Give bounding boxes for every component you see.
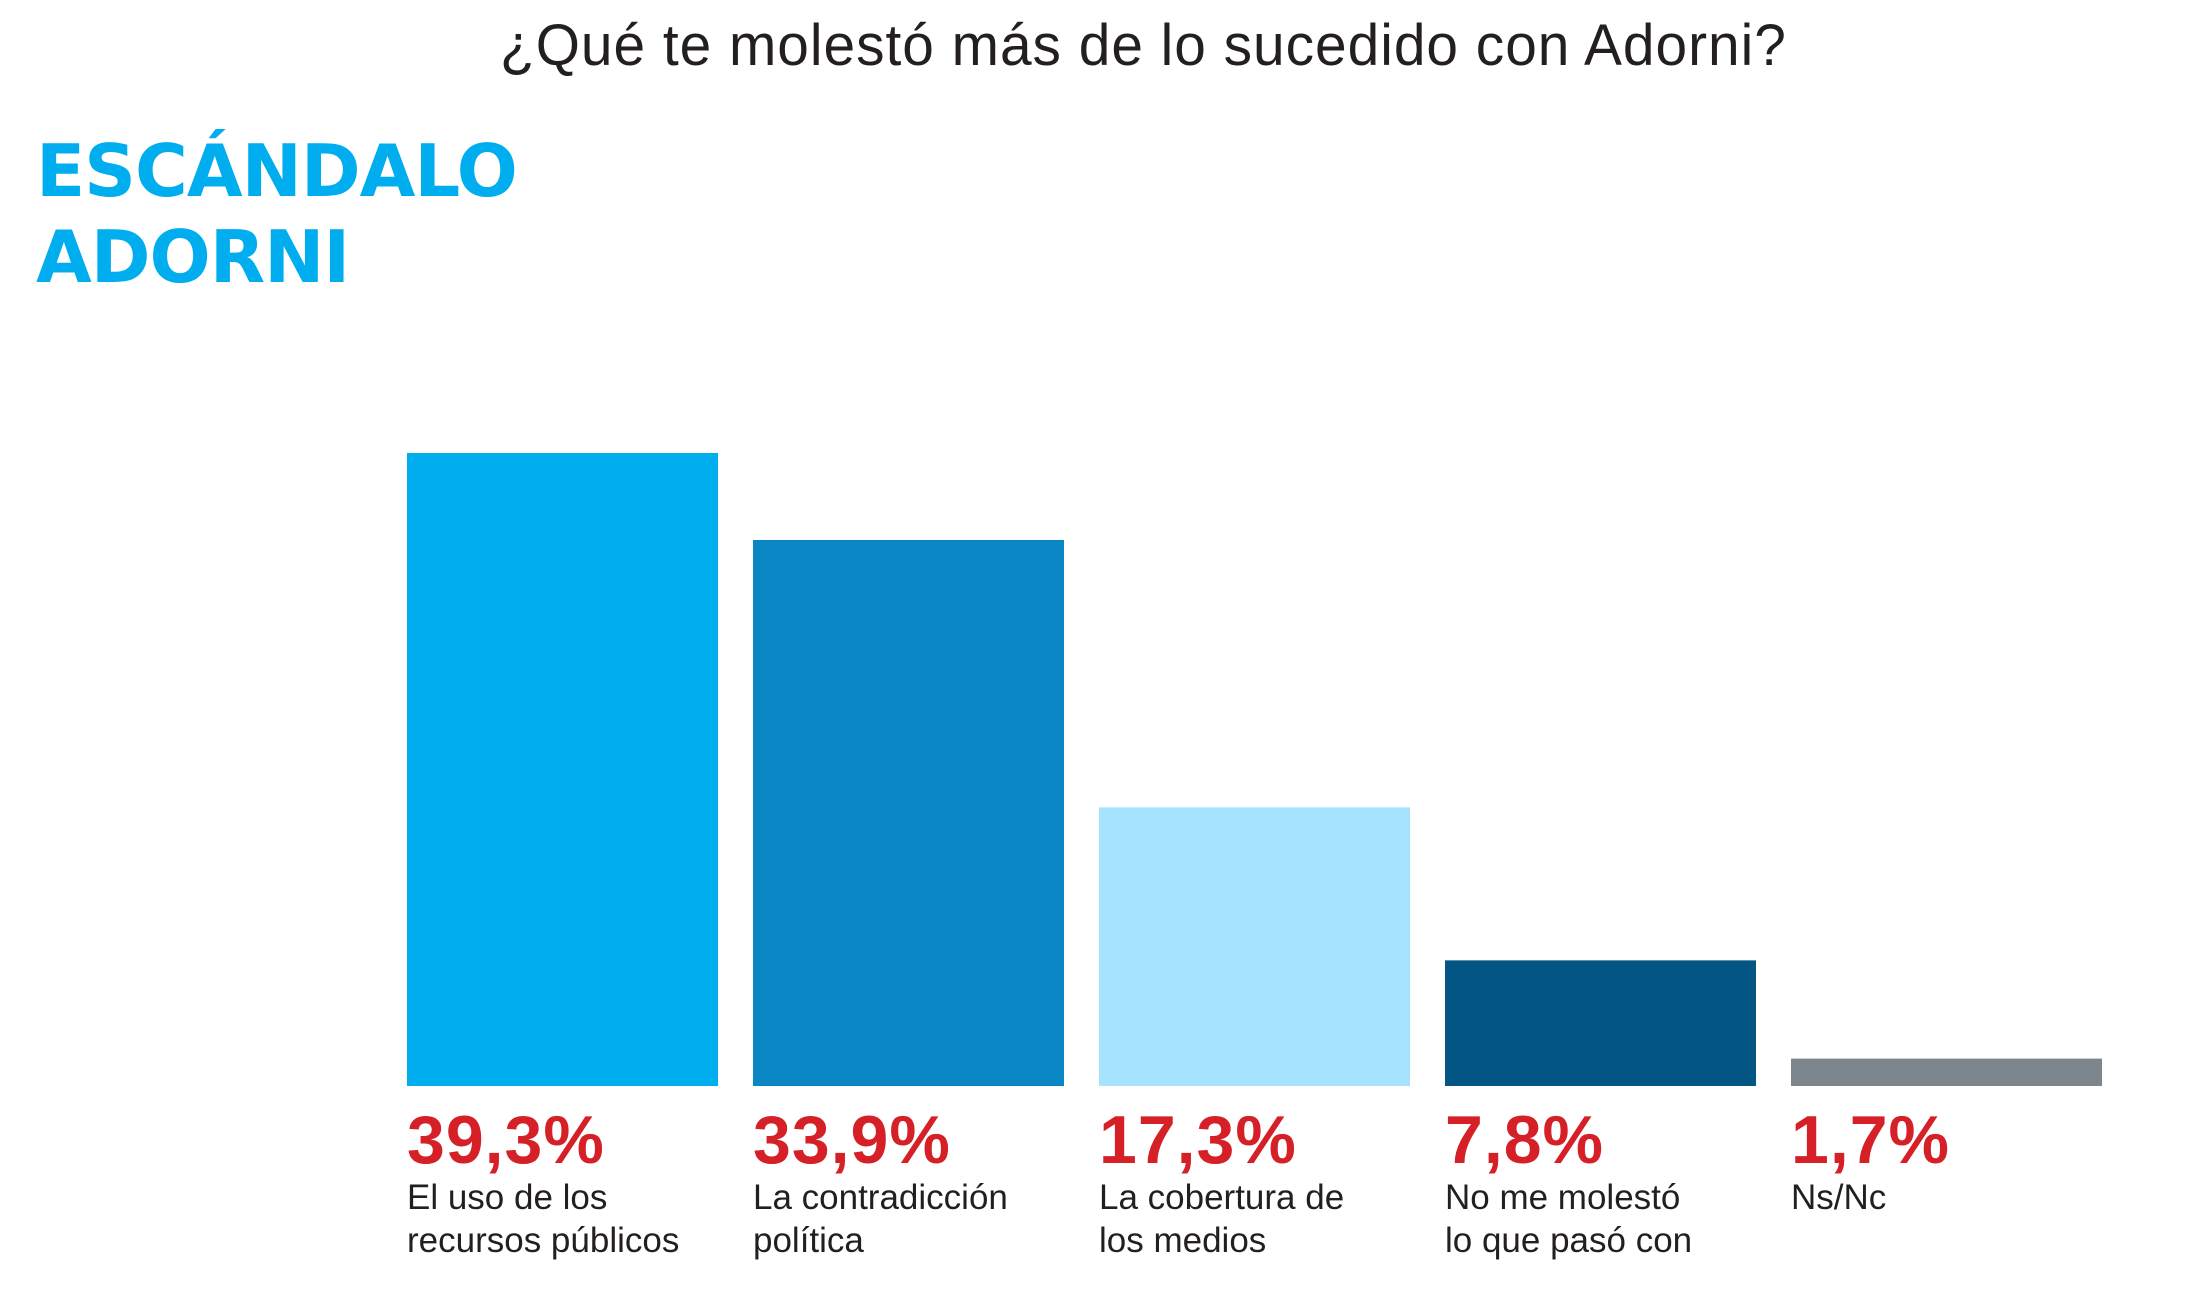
category-label-line: Ns/Nc [1791, 1178, 1887, 1217]
category-label-line: La contradicción [753, 1178, 1008, 1217]
value-label: 33,9% [753, 1102, 951, 1178]
kicker-line-2: ADORNI [36, 215, 350, 299]
bar-5 [1791, 1058, 2102, 1086]
kicker-heading: ESCÁNDALO ADORNI [36, 128, 518, 300]
value-label: 7,8% [1445, 1102, 1604, 1178]
category-label-line: los medios [1099, 1221, 1267, 1260]
bar-2 [753, 539, 1064, 1086]
category-label-line: La cobertura de [1099, 1178, 1345, 1217]
chart-title: ¿Qué te molestó más de lo sucedido con A… [500, 13, 1787, 78]
bar-3 [1099, 807, 1410, 1086]
category-block: 1,7% Ns/Nc [1791, 1104, 2121, 1219]
category-block: 7,8% No me molestó lo que pasó con [1445, 1104, 1775, 1262]
category-label-line: política [753, 1221, 864, 1260]
value-label: 1,7% [1791, 1102, 1950, 1178]
value-label: 17,3% [1099, 1102, 1297, 1178]
category-block: 17,3% La cobertura de los medios [1099, 1104, 1429, 1262]
kicker-line-1: ESCÁNDALO [36, 129, 518, 213]
category-label-line: lo que pasó con [1445, 1221, 1693, 1260]
category-label-line: El uso de los [407, 1178, 608, 1217]
category-block: 39,3% El uso de los recursos públicos [407, 1104, 737, 1262]
value-label: 39,3% [407, 1102, 605, 1178]
category-label-line: No me molestó [1445, 1178, 1681, 1217]
category-block: 33,9% La contradicción política [753, 1104, 1083, 1262]
category-label-line: recursos públicos [407, 1221, 680, 1260]
bar-1 [407, 453, 718, 1086]
bar-4 [1445, 960, 1756, 1086]
